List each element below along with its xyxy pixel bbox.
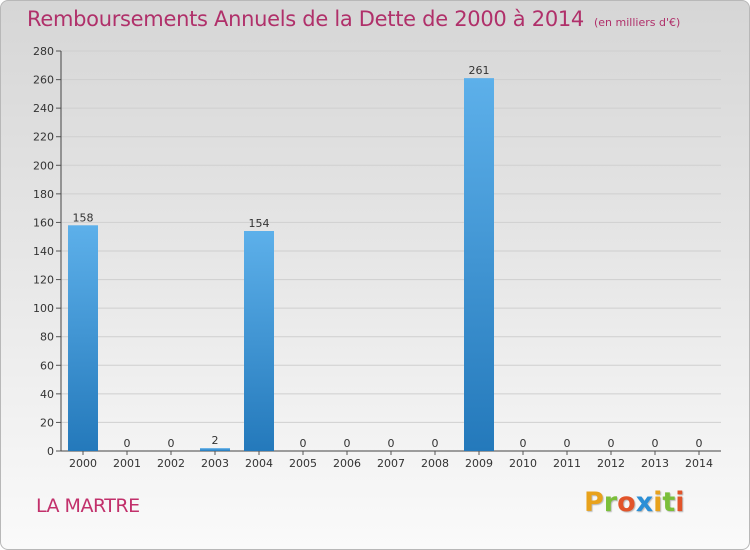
- bar-value-label: 0: [300, 437, 307, 450]
- bar-value-label: 0: [696, 437, 703, 450]
- chart-title-text: Remboursements Annuels de la Dette de 20…: [27, 7, 584, 31]
- x-tick-label: 2009: [465, 457, 493, 470]
- bar-value-label: 0: [652, 437, 659, 450]
- logo-letter: r: [603, 487, 618, 518]
- y-tick-label: 260: [33, 74, 54, 87]
- logo-letter: t: [662, 487, 676, 518]
- y-tick-label: 160: [33, 216, 54, 229]
- y-tick-label: 100: [33, 302, 54, 315]
- x-tick-label: 2014: [685, 457, 713, 470]
- commune-name: LA MARTRE: [36, 495, 140, 517]
- bar: [464, 78, 494, 452]
- x-tick-label: 2011: [553, 457, 581, 470]
- x-tick-label: 2010: [509, 457, 537, 470]
- logo-letter: i: [675, 487, 685, 518]
- proxiti-logo[interactable]: Proxiti: [584, 487, 685, 518]
- bar: [244, 231, 274, 451]
- logo-letter: i: [653, 487, 663, 518]
- x-tick-label: 2005: [289, 457, 317, 470]
- x-tick-label: 2013: [641, 457, 669, 470]
- x-tick-label: 2004: [245, 457, 273, 470]
- bar-value-label: 0: [344, 437, 351, 450]
- y-tick-label: 140: [33, 245, 54, 258]
- bar-value-label: 0: [124, 437, 131, 450]
- chart-title: Remboursements Annuels de la Dette de 20…: [27, 7, 680, 31]
- x-tick-label: 2001: [113, 457, 141, 470]
- bar: [200, 448, 230, 451]
- bar-value-label: 0: [608, 437, 615, 450]
- chart-unit: (en milliers d'€): [594, 16, 681, 29]
- y-tick-label: 80: [40, 331, 54, 344]
- y-tick-label: 200: [33, 159, 54, 172]
- x-tick-label: 2012: [597, 457, 625, 470]
- x-tick-label: 2000: [69, 457, 97, 470]
- bar-value-label: 0: [432, 437, 439, 450]
- bar-value-label: 0: [520, 437, 527, 450]
- y-tick-label: 0: [47, 445, 54, 458]
- bar-value-label: 0: [388, 437, 395, 450]
- y-tick-label: 220: [33, 131, 54, 144]
- x-tick-label: 2008: [421, 457, 449, 470]
- x-tick-label: 2003: [201, 457, 229, 470]
- y-tick-label: 60: [40, 359, 54, 372]
- bar: [68, 225, 98, 451]
- x-tick-label: 2007: [377, 457, 405, 470]
- bar-value-label: 158: [73, 211, 94, 224]
- bar-value-label: 154: [249, 217, 270, 230]
- logo-letter: P: [584, 487, 604, 518]
- x-tick-label: 2002: [157, 457, 185, 470]
- y-tick-label: 240: [33, 102, 54, 115]
- logo-letter: o: [617, 487, 636, 518]
- bar-value-label: 261: [469, 64, 490, 77]
- bar-value-label: 2: [212, 434, 219, 447]
- logo-letter: x: [635, 487, 654, 518]
- bar-value-label: 0: [564, 437, 571, 450]
- bar-value-label: 0: [168, 437, 175, 450]
- y-tick-label: 280: [33, 45, 54, 58]
- y-tick-label: 120: [33, 274, 54, 287]
- y-tick-label: 180: [33, 188, 54, 201]
- y-tick-label: 20: [40, 416, 54, 429]
- x-tick-label: 2006: [333, 457, 361, 470]
- y-tick-label: 40: [40, 388, 54, 401]
